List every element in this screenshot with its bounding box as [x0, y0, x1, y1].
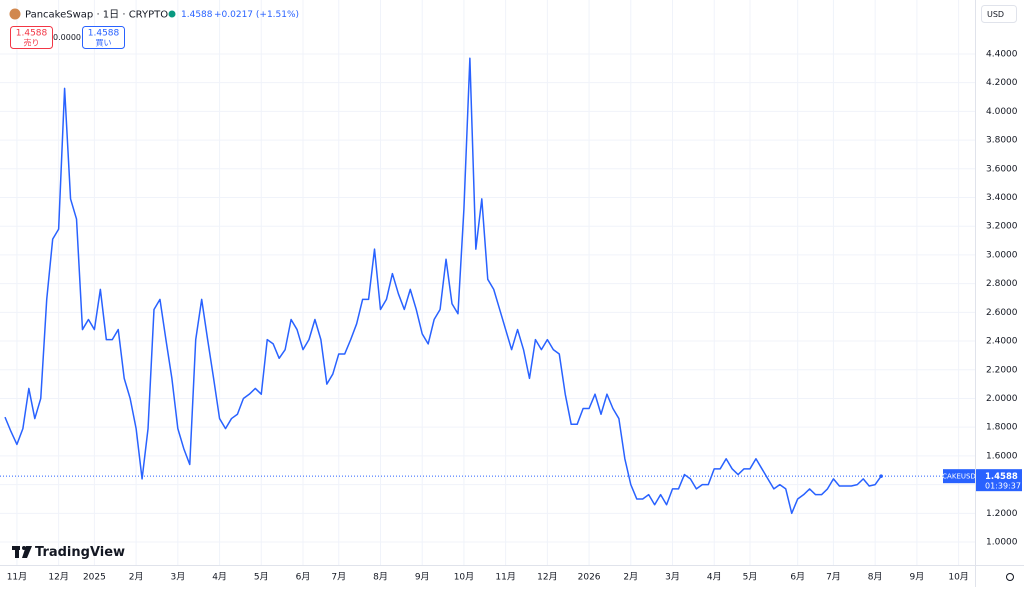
- x-tick-label: 5月: [743, 572, 758, 583]
- y-tick-label: 1.2000: [986, 509, 1018, 519]
- price-axis: 1.00001.20001.40001.60001.80002.00002.20…: [942, 49, 1022, 548]
- y-tick-label: 3.4000: [986, 193, 1018, 203]
- x-tick-label: 2026: [578, 573, 601, 583]
- buy-label[interactable]: 買い: [96, 39, 112, 48]
- ticker-name: CAKEUSD: [942, 473, 976, 481]
- last-price-tag: [976, 469, 1022, 492]
- x-tick-label: 11月: [7, 572, 27, 583]
- y-tick-label: 1.0000: [986, 538, 1018, 548]
- sell-label[interactable]: 売り: [24, 38, 40, 48]
- market-status: [168, 10, 176, 18]
- x-tick-label: 6月: [790, 572, 805, 583]
- x-tick-label: 12月: [537, 572, 557, 583]
- x-tick-label: 7月: [331, 572, 346, 583]
- y-tick-label: 3.0000: [986, 250, 1018, 260]
- logo-part: [22, 546, 32, 558]
- y-tick-label: 3.6000: [986, 164, 1018, 174]
- x-tick-label: 4月: [707, 572, 722, 583]
- y-tick-label: 4.4000: [986, 49, 1018, 59]
- x-tick-label: 3月: [665, 572, 680, 583]
- x-tick-label: 12月: [48, 572, 68, 583]
- y-tick-label: 4.2000: [986, 78, 1018, 88]
- time-axis: 11月 12月 2025 2月 3月 4月 5月 6月 7月 8月 9月 10月 11月 12月 2026 2…: [7, 572, 969, 583]
- x-tick-label: 9月: [415, 572, 430, 583]
- header-price: 1.4588: [181, 10, 213, 20]
- y-tick-label: 2.4000: [986, 337, 1018, 347]
- last-price-label: 1.4588: [985, 472, 1018, 482]
- x-tick-label: 2月: [129, 572, 144, 583]
- y-tick-label: 2.0000: [986, 394, 1018, 404]
- x-tick-label: 2月: [623, 572, 638, 583]
- grid: [0, 0, 975, 565]
- brand-name: TradingView: [35, 545, 125, 560]
- y-tick-label: 2.6000: [986, 308, 1018, 318]
- x-tick-label: 9月: [910, 572, 925, 583]
- y-tick-label: 2.8000: [986, 279, 1018, 289]
- x-tick-label: 4月: [212, 572, 227, 583]
- x-tick-label: 5月: [254, 572, 269, 583]
- x-tick-label: 10月: [948, 572, 968, 583]
- symbol-icon: [9, 8, 21, 20]
- y-tick-label: 2.2000: [986, 365, 1018, 375]
- price-line: [4, 57, 882, 515]
- x-tick-label: 7月: [826, 572, 841, 583]
- x-tick-label: 10月: [454, 572, 474, 583]
- symbol-title: PancakeSwap · 1日 · CRYPTO: [25, 10, 168, 21]
- currency-button[interactable]: [981, 5, 1017, 23]
- logo-part: [15, 546, 19, 558]
- x-tick-label: 3月: [170, 572, 185, 583]
- spread: 0.0000: [53, 33, 81, 42]
- x-tick-label: 2025: [83, 573, 106, 583]
- countdown: 01:39:37: [985, 482, 1021, 491]
- buy-button[interactable]: [82, 26, 125, 49]
- currency[interactable]: USD: [987, 10, 1004, 19]
- x-tick-label: 6月: [296, 572, 311, 583]
- sell-price[interactable]: 1.4588: [16, 29, 48, 39]
- plot: [0, 57, 975, 515]
- sell-button[interactable]: [10, 26, 53, 49]
- x-tick-label: 8月: [868, 572, 883, 583]
- y-tick-label: 3.2000: [986, 222, 1018, 232]
- y-tick-label: 1.8000: [986, 423, 1018, 433]
- y-tick-label: 4.0000: [986, 107, 1018, 117]
- y-tick-label: 1.6000: [986, 451, 1018, 461]
- buy-price[interactable]: 1.4588: [88, 29, 120, 39]
- y-tick-label: 3.8000: [986, 136, 1018, 146]
- brand-logo: [12, 546, 32, 558]
- header-change: +0.0217 (+1.51%): [214, 10, 299, 20]
- settings-icon[interactable]: [1006, 573, 1014, 581]
- x-tick-label: 11月: [495, 572, 515, 583]
- last-price-dot: [879, 474, 883, 478]
- x-tick-label: 8月: [373, 572, 388, 583]
- ticker-tag: [943, 469, 975, 484]
